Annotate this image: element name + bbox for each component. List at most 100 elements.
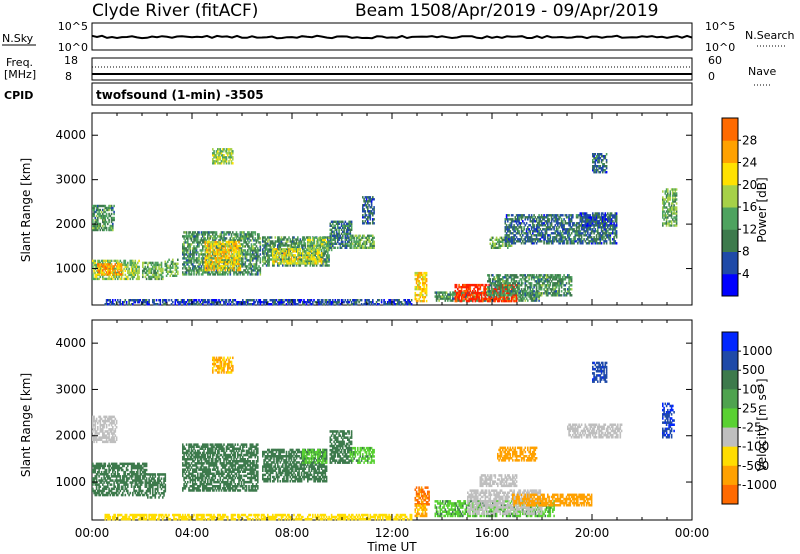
heatmap-cell — [277, 264, 279, 267]
heatmap-cell — [454, 291, 457, 294]
heatmap-cell — [240, 257, 243, 260]
heatmap-cell — [538, 218, 540, 221]
heatmap-cell — [362, 216, 364, 219]
heatmap-cell — [525, 230, 528, 233]
heatmap-cell — [505, 238, 508, 241]
heatmap-cell — [223, 245, 225, 248]
heatmap-cell — [229, 148, 232, 151]
heatmap-cell — [359, 240, 362, 243]
heatmap-cell — [272, 258, 274, 261]
heatmap-cell — [193, 233, 195, 236]
heatmap-cell — [107, 271, 109, 274]
heatmap-cell — [364, 216, 367, 219]
heatmap-cell — [257, 259, 259, 262]
heatmap-cell — [215, 245, 218, 248]
heatmap-cell — [288, 262, 290, 265]
heatmap-cell — [487, 292, 489, 295]
heatmap-cell — [334, 242, 337, 245]
heatmap-cell — [207, 266, 209, 270]
heatmap-cell — [272, 252, 274, 255]
heatmap-cell — [249, 255, 252, 258]
heatmap-cell — [215, 240, 218, 244]
heatmap-cell — [448, 297, 450, 300]
heatmap-cell — [208, 256, 210, 260]
heatmap-cell — [255, 265, 258, 268]
heatmap-cell — [193, 235, 195, 238]
heatmap-cell — [224, 248, 227, 252]
heatmap-cell — [278, 264, 280, 267]
heatmap-cell — [474, 291, 477, 295]
heatmap-cell — [147, 269, 149, 273]
heatmap-cell — [549, 224, 552, 227]
heatmap-cell — [219, 246, 222, 250]
heatmap-cell — [149, 269, 152, 273]
heatmap-cell — [289, 260, 292, 263]
heatmap-cell — [320, 256, 323, 259]
heatmap-cell — [438, 293, 440, 296]
heatmap-cell — [447, 297, 449, 300]
heatmap-cell — [305, 254, 308, 257]
heatmap-cell — [308, 262, 310, 265]
heatmap-cell — [457, 287, 459, 291]
heatmap-cell — [514, 295, 517, 298]
heatmap-cell — [328, 264, 330, 267]
heatmap-cell — [569, 220, 572, 223]
heatmap-cell — [319, 260, 322, 263]
heatmap-cell — [287, 248, 289, 251]
heatmap-cell — [192, 269, 194, 272]
heatmap-cell — [224, 233, 227, 236]
heatmap-cell — [518, 288, 520, 291]
heatmap-cell — [154, 277, 157, 281]
heatmap-cell — [492, 236, 494, 239]
heatmap-cell — [285, 264, 288, 267]
heatmap-cell — [372, 220, 374, 223]
heatmap-cell — [134, 261, 137, 265]
heatmap-cell — [202, 259, 204, 262]
heatmap-cell — [209, 266, 212, 270]
heatmap-cell — [164, 264, 167, 267]
heatmap-cell — [277, 238, 279, 241]
heatmap-cell — [530, 220, 533, 223]
heatmap-cell — [510, 222, 513, 225]
heatmap-cell — [554, 286, 557, 289]
heatmap-cell — [232, 257, 234, 260]
heatmap-cell — [204, 256, 207, 260]
heatmap-cell — [478, 291, 480, 295]
heatmap-cell — [197, 243, 199, 246]
heatmap-cell — [522, 274, 524, 277]
heatmap-cell — [567, 232, 569, 235]
heatmap-cell — [574, 238, 577, 241]
heatmap-cell — [515, 214, 518, 217]
heatmap-cell — [554, 278, 557, 281]
heatmap-cell — [259, 273, 262, 276]
heatmap-cell — [230, 249, 233, 252]
heatmap-cell — [357, 246, 359, 249]
heatmap-cell — [344, 240, 347, 243]
heatmap-cell — [117, 265, 119, 269]
heatmap-cell — [240, 237, 243, 240]
heatmap-cell — [323, 248, 325, 252]
heatmap-cell — [494, 290, 497, 293]
heatmap-cell — [422, 295, 424, 299]
heatmap-cell — [579, 220, 582, 223]
heatmap-cell — [203, 267, 205, 270]
heatmap-cell — [133, 261, 135, 265]
heatmap-cell — [215, 237, 218, 240]
heatmap-cell — [423, 299, 425, 303]
heatmap-cell — [213, 162, 215, 165]
heatmap-cell — [295, 240, 298, 243]
heatmap-cell — [118, 275, 120, 279]
heatmap-cell — [250, 239, 253, 242]
heatmap-cell — [238, 240, 240, 244]
heatmap-cell — [527, 228, 529, 231]
heatmap-cell — [214, 267, 217, 270]
heatmap-cell — [195, 269, 198, 272]
heatmap-cell — [493, 276, 495, 279]
heatmap-cell — [104, 269, 107, 272]
heatmap-cell — [303, 244, 305, 247]
heatmap-cell — [545, 294, 548, 297]
heatmap-cell — [570, 242, 573, 245]
heatmap-cell — [105, 228, 108, 232]
heatmap-cell — [217, 254, 219, 258]
heatmap-cell — [198, 271, 200, 274]
